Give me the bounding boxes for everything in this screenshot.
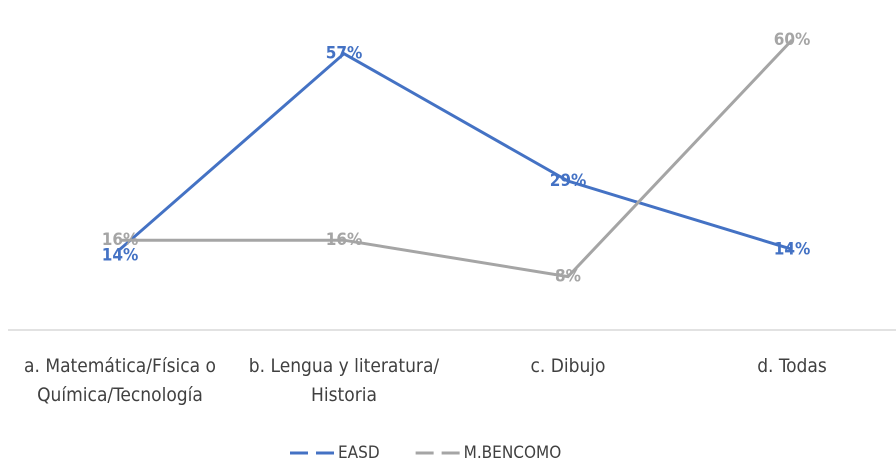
data-label: 57%	[326, 44, 363, 64]
data-label: 29%	[550, 171, 587, 191]
series-line	[119, 51, 793, 251]
data-label: 60%	[774, 30, 811, 50]
x-tick-label: a. Matemática/Física o Química/Tecnologí…	[24, 355, 216, 406]
data-label: 14%	[102, 245, 139, 265]
data-label: 16%	[326, 230, 363, 250]
data-label: 8%	[555, 267, 581, 287]
x-tick-label: c. Dibujo	[530, 355, 606, 377]
x-tick-label: d. Todas	[757, 355, 827, 377]
series-line	[120, 38, 794, 279]
data-label: 14%	[774, 239, 811, 259]
legend-label: M.BENCOMO	[464, 443, 562, 461]
data-label: 16%	[102, 230, 139, 250]
legend-label: EASD	[338, 443, 380, 461]
x-tick-label: b. Lengua y literatura/ Historia	[248, 355, 440, 406]
